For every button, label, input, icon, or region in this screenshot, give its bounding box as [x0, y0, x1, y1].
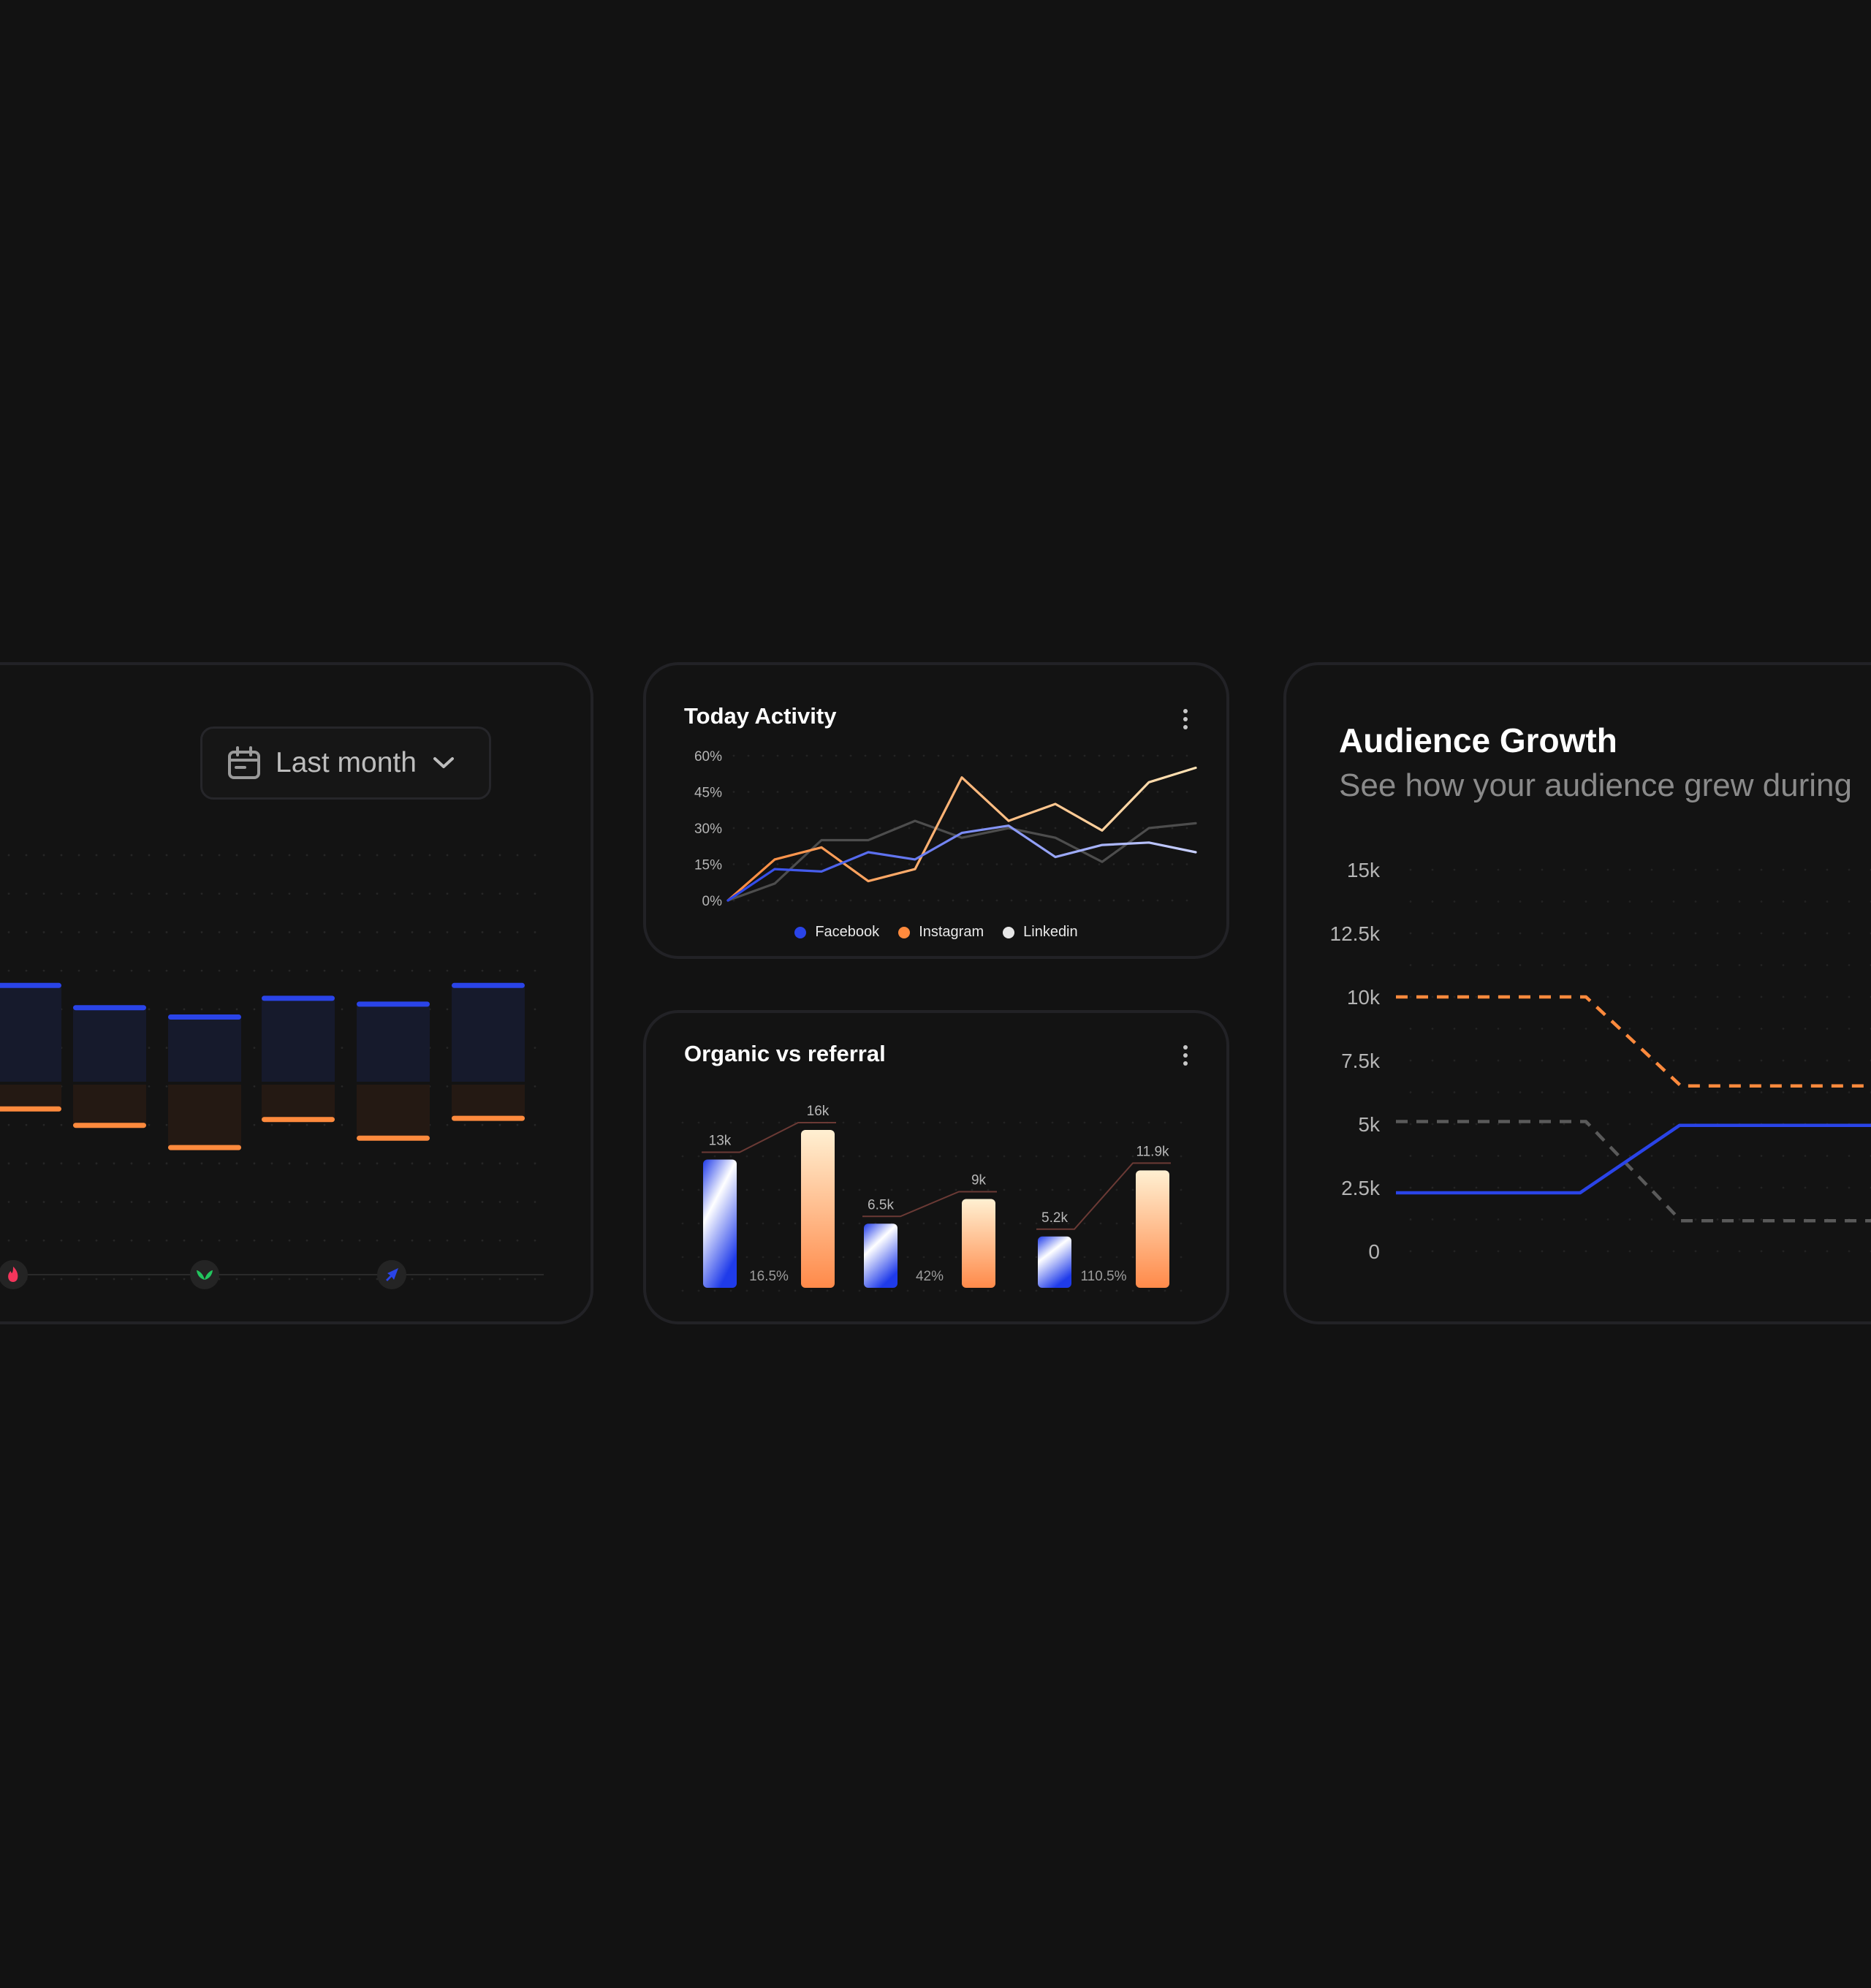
referral-value-label: 11.9k: [1136, 1144, 1169, 1159]
negative-bar-cap: [262, 1117, 335, 1123]
negative-bar: [357, 1085, 430, 1138]
positive-bar: [357, 1004, 430, 1082]
negative-bar: [452, 1085, 525, 1118]
chevron-down-icon: [433, 756, 455, 770]
y-tick-label: 0%: [702, 894, 723, 909]
legend-label: Instagram: [919, 924, 984, 940]
negative-bar-cap: [168, 1145, 241, 1150]
audience-growth-chart: 15k 12.5k 10k 7.5k 5k 2.5k 0: [1330, 859, 1871, 1263]
more-options-icon[interactable]: [1181, 1045, 1190, 1066]
change-percent-label: 16.5%: [749, 1269, 789, 1284]
leaf-icon: [190, 1260, 219, 1289]
rocket-icon: [377, 1260, 406, 1289]
legend-label: Facebook: [815, 924, 880, 940]
negative-bar-cap: [73, 1123, 146, 1128]
y-tick-label: 15k: [1347, 859, 1381, 881]
series-line-linkedin: [726, 819, 1197, 902]
referral-bar: [1136, 1170, 1169, 1288]
positive-bar: [262, 998, 335, 1082]
referral-bar: [962, 1199, 995, 1288]
legend-dot: [898, 926, 911, 938]
negative-bar-cap: [452, 1115, 525, 1121]
positive-bar-cap: [452, 982, 525, 988]
referral-value-label: 16k: [807, 1104, 830, 1119]
negative-bar-cap: [0, 1106, 61, 1112]
y-tick-label: 15%: [694, 858, 722, 873]
series-line-facebook: [726, 824, 1197, 902]
organic-value-label: 5.2k: [1041, 1210, 1068, 1226]
audience-growth-card: Audience Growth See how your audience gr…: [1283, 662, 1871, 1324]
legend-dot: [794, 926, 807, 938]
y-tick-label: 0: [1368, 1240, 1380, 1263]
audience-series-line: [1396, 1123, 1871, 1195]
budget-bar-chart: [0, 854, 544, 1289]
date-range-picker[interactable]: Last month: [200, 726, 491, 800]
date-range-label: Last month: [276, 747, 417, 778]
legend-dot: [1003, 926, 1015, 938]
audience-subtitle: See how your audience grew during: [1339, 767, 1853, 803]
negative-bar: [73, 1085, 146, 1126]
audience-title: Audience Growth: [1339, 721, 1617, 759]
organic-bar: [864, 1223, 897, 1288]
y-tick-label: 60%: [694, 749, 722, 765]
organic-value-label: 13k: [709, 1134, 732, 1149]
flame-icon: [0, 1260, 28, 1289]
positive-bar-cap: [357, 1001, 430, 1007]
budget-card: Last month: [0, 662, 593, 1324]
grid-dots: [732, 754, 1188, 902]
organic-title: Organic vs referral: [684, 1041, 886, 1066]
positive-bar-cap: [168, 1014, 241, 1020]
change-percent-label: 42%: [916, 1269, 944, 1284]
audience-series-line: [1396, 995, 1871, 1088]
y-tick-label: 5k: [1358, 1113, 1381, 1136]
organic-bar: [1038, 1236, 1071, 1288]
positive-bar: [73, 1008, 146, 1082]
y-tick-label: 7.5k: [1341, 1050, 1381, 1072]
audience-series-line: [1396, 1120, 1871, 1223]
change-percent-label: 110.5%: [1080, 1269, 1126, 1284]
y-tick-label: 2.5k: [1341, 1177, 1381, 1199]
positive-bar: [0, 985, 61, 1082]
legend-label: Linkedin: [1023, 924, 1078, 940]
y-tick-label: 10k: [1347, 986, 1381, 1009]
activity-line-chart: 60% 45% 30% 15% 0%: [694, 749, 1197, 909]
organic-bar: [703, 1159, 737, 1288]
y-tick-label: 12.5k: [1330, 922, 1381, 945]
referral-bar: [801, 1130, 835, 1288]
negative-bar: [262, 1085, 335, 1120]
negative-bar: [168, 1085, 241, 1147]
activity-title: Today Activity: [684, 703, 837, 729]
grid-dots: [681, 1121, 1183, 1292]
activity-legend: Facebook Instagram Linkedin: [646, 924, 1226, 941]
positive-bar-cap: [73, 1005, 146, 1011]
y-tick-label: 30%: [694, 822, 722, 837]
legend-item-linkedin[interactable]: Linkedin: [1003, 924, 1078, 941]
positive-bar-cap: [262, 995, 335, 1001]
series-line-instagram: [726, 766, 1197, 902]
positive-bar-cap: [0, 982, 61, 988]
organic-referral-bar-chart: 13k 16k 16.5% 6.5k 9k 42% 5.2k 11.9k 110.5%: [681, 1104, 1183, 1292]
negative-bar: [0, 1085, 61, 1109]
calendar-icon: [227, 746, 261, 780]
connector-line: [702, 1122, 836, 1153]
organic-value-label: 6.5k: [868, 1197, 894, 1213]
legend-item-facebook[interactable]: Facebook: [794, 924, 879, 941]
connector-line: [1036, 1162, 1171, 1230]
today-activity-card: Today Activity 60% 45% 30% 15% 0% Facebook In…: [643, 662, 1229, 959]
positive-bar: [168, 1017, 241, 1082]
y-tick-label: 45%: [694, 786, 722, 801]
grid-dots: [1409, 868, 1871, 1253]
legend-item-instagram[interactable]: Instagram: [898, 924, 984, 941]
more-options-icon[interactable]: [1181, 709, 1190, 729]
referral-value-label: 9k: [971, 1173, 987, 1188]
negative-bar-cap: [357, 1135, 430, 1141]
connector-line: [862, 1191, 997, 1218]
positive-bar: [452, 985, 525, 1082]
organic-vs-referral-card: Organic vs referral 13k 16k 16.5% 6.5k 9k 42%…: [643, 1010, 1229, 1324]
